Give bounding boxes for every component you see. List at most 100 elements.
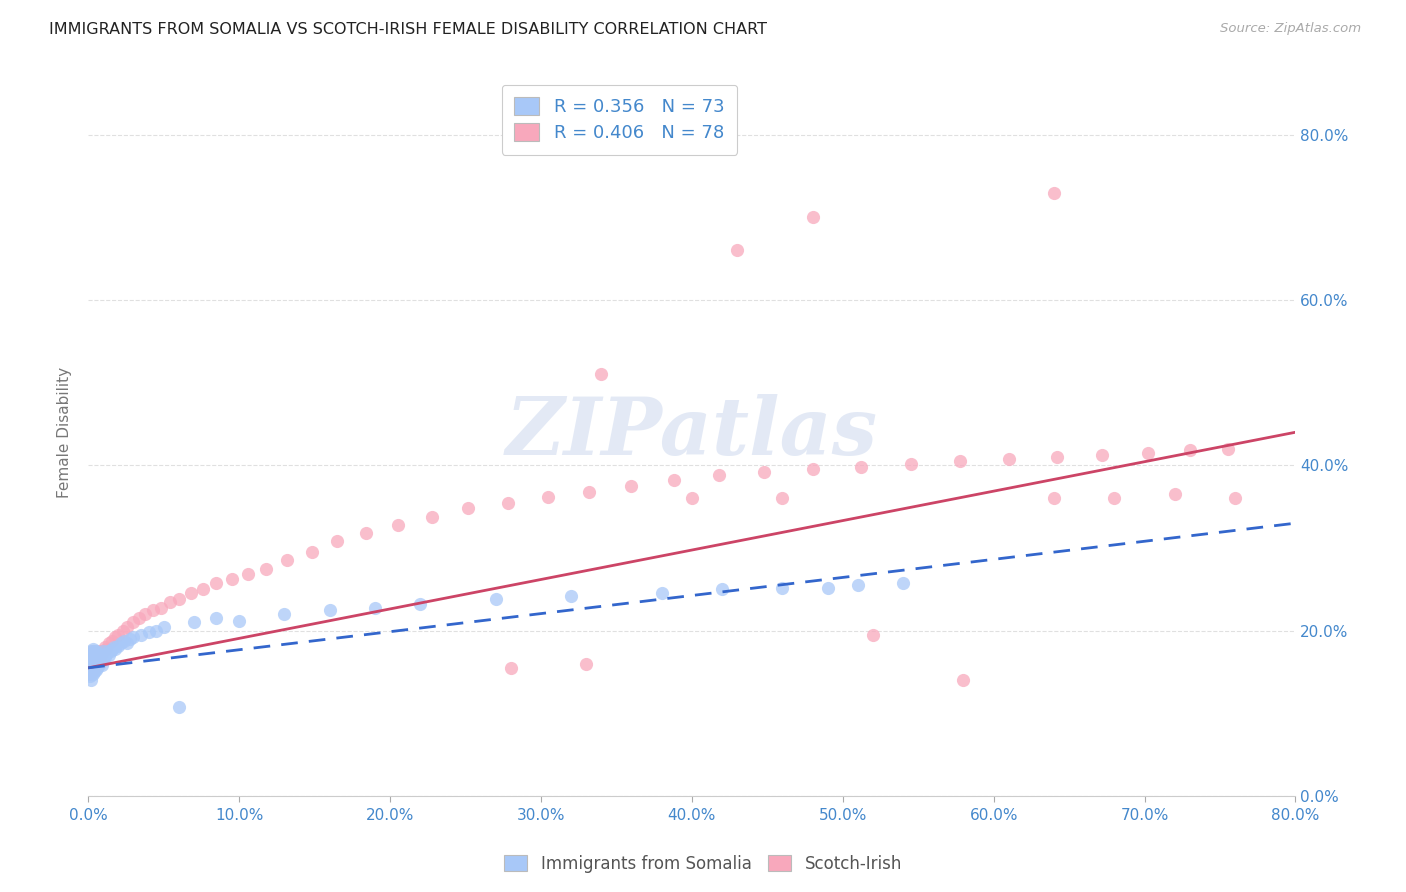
Point	[82, 657, 104, 671]
Point	[90, 650, 112, 665]
Point	[89, 655, 111, 669]
Point	[80, 666, 103, 681]
Point	[138, 625, 160, 640]
Point	[79, 661, 101, 675]
Point	[276, 553, 298, 567]
Point	[575, 657, 598, 671]
Point	[80, 648, 103, 663]
Point	[82, 644, 104, 658]
Point	[107, 639, 129, 653]
Point	[89, 648, 111, 663]
Point	[84, 657, 107, 671]
Point	[273, 607, 295, 621]
Point	[94, 640, 117, 655]
Point	[409, 597, 432, 611]
Point	[111, 624, 134, 638]
Point	[79, 657, 101, 671]
Point	[86, 661, 108, 675]
Point	[80, 647, 103, 661]
Point	[117, 619, 139, 633]
Point	[1223, 491, 1246, 506]
Point	[122, 630, 145, 644]
Point	[681, 491, 703, 506]
Point	[620, 479, 643, 493]
Point	[84, 663, 107, 677]
Point	[236, 567, 259, 582]
Point	[801, 462, 824, 476]
Point	[98, 636, 121, 650]
Point	[90, 647, 112, 661]
Point	[86, 655, 108, 669]
Point	[537, 490, 560, 504]
Point	[560, 589, 582, 603]
Point	[82, 657, 104, 671]
Point	[82, 641, 104, 656]
Point	[1046, 450, 1069, 464]
Point	[107, 628, 129, 642]
Point	[662, 473, 685, 487]
Point	[301, 545, 323, 559]
Point	[183, 615, 205, 630]
Point	[80, 644, 103, 658]
Text: IMMIGRANTS FROM SOMALIA VS SCOTCH-IRISH FEMALE DISABILITY CORRELATION CHART: IMMIGRANTS FROM SOMALIA VS SCOTCH-IRISH …	[49, 22, 768, 37]
Point	[485, 592, 508, 607]
Point	[862, 628, 884, 642]
Point	[167, 592, 190, 607]
Point	[90, 658, 112, 673]
Legend: R = 0.356   N = 73, R = 0.406   N = 78: R = 0.356 N = 73, R = 0.406 N = 78	[502, 85, 737, 155]
Point	[79, 652, 101, 666]
Point	[83, 665, 105, 679]
Point	[82, 663, 104, 677]
Point	[79, 669, 101, 683]
Point	[83, 648, 105, 663]
Point	[457, 501, 479, 516]
Point	[651, 586, 673, 600]
Point	[79, 666, 101, 681]
Point	[120, 632, 142, 646]
Point	[104, 630, 127, 644]
Point	[101, 633, 124, 648]
Point	[80, 665, 103, 679]
Point	[96, 641, 118, 656]
Point	[142, 603, 165, 617]
Point	[1216, 442, 1239, 456]
Point	[80, 652, 103, 666]
Point	[228, 614, 250, 628]
Point	[83, 658, 105, 673]
Point	[770, 491, 793, 506]
Point	[1178, 443, 1201, 458]
Point	[801, 211, 824, 225]
Point	[91, 644, 114, 658]
Point	[110, 636, 132, 650]
Y-axis label: Female Disability: Female Disability	[58, 367, 72, 498]
Point	[94, 650, 117, 665]
Point	[387, 517, 409, 532]
Point	[83, 654, 105, 668]
Point	[87, 658, 110, 673]
Point	[846, 578, 869, 592]
Point	[83, 644, 105, 658]
Point	[221, 573, 243, 587]
Point	[318, 603, 340, 617]
Point	[117, 636, 139, 650]
Legend: Immigrants from Somalia, Scotch-Irish: Immigrants from Somalia, Scotch-Irish	[498, 848, 908, 880]
Point	[1043, 186, 1066, 200]
Point	[145, 624, 167, 638]
Point	[79, 655, 101, 669]
Point	[82, 661, 104, 675]
Point	[770, 581, 793, 595]
Point	[84, 644, 107, 658]
Point	[84, 650, 107, 665]
Point	[496, 495, 519, 509]
Point	[1043, 491, 1066, 506]
Point	[1104, 491, 1126, 506]
Point	[91, 652, 114, 666]
Point	[205, 575, 228, 590]
Point	[591, 368, 613, 382]
Point	[87, 647, 110, 661]
Point	[112, 633, 135, 648]
Point	[900, 457, 922, 471]
Point	[817, 581, 839, 595]
Point	[754, 465, 776, 479]
Point	[82, 648, 104, 663]
